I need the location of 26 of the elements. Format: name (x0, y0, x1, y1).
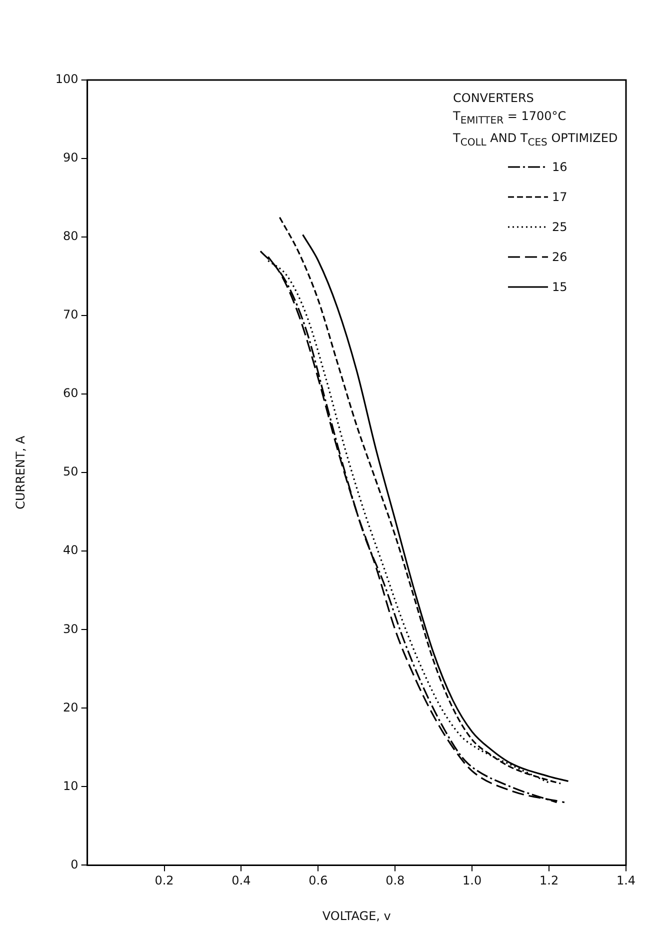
x-tick-label: 0.4 (232, 874, 251, 888)
x-tick-label: 1.0 (462, 874, 482, 888)
legend-label: 26 (552, 248, 568, 266)
y-tick-label: 60 (63, 386, 78, 400)
legend-label: 16 (552, 158, 568, 176)
y-tick-label: 50 (63, 464, 78, 479)
x-tick-label: 0.8 (386, 874, 405, 888)
y-tick-label: 0 (70, 857, 78, 872)
x-tick-label: 1.2 (539, 874, 559, 888)
legend-label: 15 (552, 278, 568, 296)
y-tick-label: 100 (55, 72, 78, 86)
x-axis-title: VOLTAGE, v (322, 908, 391, 923)
legend-label: 17 (552, 188, 568, 206)
y-tick-label: 80 (63, 229, 78, 244)
y-tick-label: 20 (63, 700, 78, 714)
x-tick-label: 0.6 (308, 874, 328, 888)
x-tick-label: 1.4 (616, 874, 636, 888)
y-tick-label: 70 (63, 308, 78, 322)
y-tick-label: 40 (63, 543, 78, 558)
text: CONVERTERS T$_{EMITTER}$ = 1700°C T$_{COLL}$ AND T$_{CES}$ OPTIMIZED (453, 91, 618, 148)
y-axis-title: CURRENT, A (13, 435, 28, 510)
x-tick-label: 0.2 (154, 874, 174, 888)
y-tick-label: 10 (63, 778, 78, 793)
legend-label: 25 (552, 218, 568, 236)
y-tick-label: 90 (63, 150, 78, 165)
y-tick-label: 30 (63, 622, 78, 636)
